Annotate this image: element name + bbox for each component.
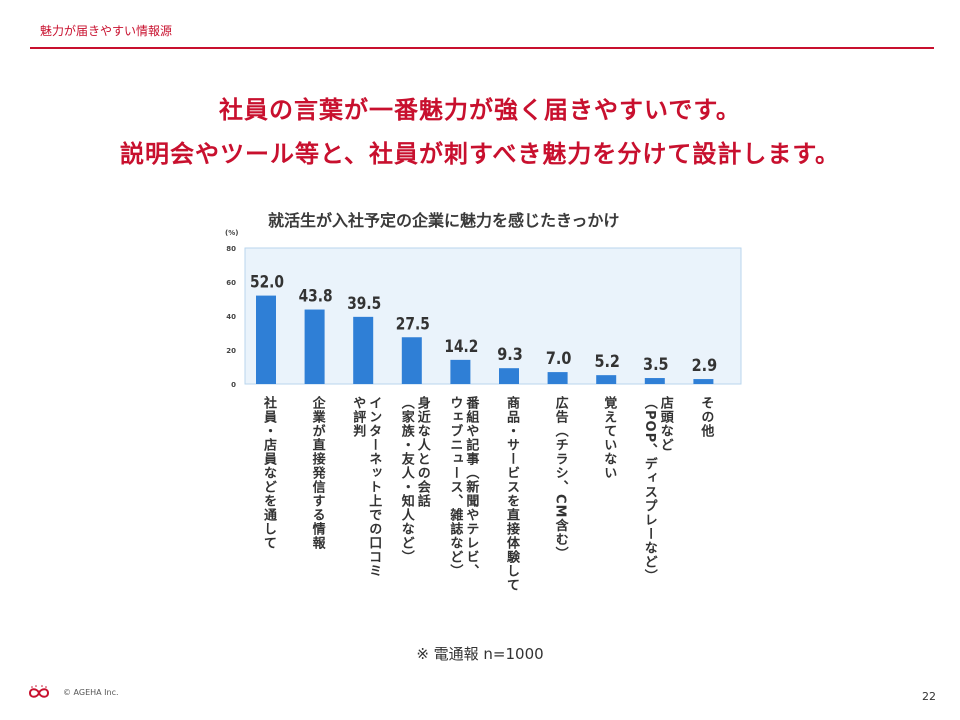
section-label: 魅力が届きやすい情報源 <box>40 24 173 38</box>
bar-value-label: 27.5 <box>396 314 430 334</box>
bar-value-label: 9.3 <box>497 345 523 365</box>
bar <box>256 295 276 384</box>
bar <box>450 359 471 384</box>
y-tick-label: 80 <box>226 245 236 253</box>
category-label: 企業が直接発信する情報 <box>309 396 325 550</box>
category-label: 広告（チラシ、CM含む） <box>552 396 568 561</box>
bar-value-label: 39.5 <box>347 294 381 314</box>
plot-area <box>244 247 742 385</box>
category-label: 番組や記事（新聞やテレビ、 ウェブニュース、雑誌など） <box>447 396 479 578</box>
bar <box>547 372 568 384</box>
category-label: その他 <box>698 396 714 438</box>
copyright: © AGEHA Inc. <box>63 688 119 697</box>
headline-line-1: 社員の言葉が一番魅力が強く届きやすいです。 <box>219 96 741 124</box>
y-tick-label: 20 <box>226 347 236 355</box>
headline-line-2: 説明会やツール等と、社員が刺すべき魅力を分けて設計します。 <box>120 140 840 168</box>
page-number: 22 <box>922 690 936 703</box>
bar <box>596 375 617 384</box>
bar <box>353 316 374 384</box>
header-rule <box>30 47 934 49</box>
category-label: 覚えていない <box>601 396 617 480</box>
category-label: 社員・店員などを通して <box>261 396 276 550</box>
y-tick-label: 0 <box>231 381 236 389</box>
bar-value-label: 14.2 <box>444 337 478 357</box>
bar-value-label: 5.2 <box>594 352 620 372</box>
category-label: 身近な人との会話 （家族・友人・知人など） <box>398 396 430 564</box>
y-tick-label: 60 <box>226 279 236 287</box>
source-note: ※ 電通報 n=1000 <box>416 645 544 663</box>
category-label: 商品・サービスを直接体験して <box>504 396 519 592</box>
bar <box>644 378 665 384</box>
bar-value-label: 7.0 <box>546 349 572 369</box>
bar-value-label: 2.9 <box>692 356 718 376</box>
bar-value-label: 3.5 <box>643 355 669 375</box>
bar-value-label: 43.8 <box>299 287 333 307</box>
bar <box>304 309 325 384</box>
bar-value-label: 52.0 <box>250 273 284 293</box>
category-label: 店頭など （POP、ディスプレーなど） <box>641 396 673 584</box>
bar <box>693 379 714 384</box>
y-tick-label: 40 <box>226 313 236 321</box>
category-label: インターネット上での口コミ や評判 <box>350 396 382 578</box>
y-axis-unit: (%) <box>225 229 238 237</box>
bar <box>499 368 519 384</box>
chart-title: 就活生が入社予定の企業に魅力を感じたきっかけ <box>268 211 620 230</box>
bar <box>401 337 422 384</box>
ageha-logo-icon <box>28 685 50 698</box>
